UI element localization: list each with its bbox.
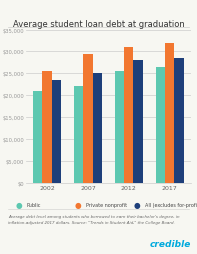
Text: ●: ● <box>134 200 141 209</box>
Bar <box>93 74 102 183</box>
Text: ●: ● <box>75 200 82 209</box>
Text: All (excludes for-profit): All (excludes for-profit) <box>145 202 197 207</box>
Text: credible: credible <box>150 239 191 248</box>
Text: Private nonprofit: Private nonprofit <box>86 202 127 207</box>
Text: Public: Public <box>27 202 41 207</box>
Bar <box>42 72 52 183</box>
Bar <box>156 68 165 183</box>
Bar <box>133 61 143 183</box>
Text: Average student loan debt at graduation: Average student loan debt at graduation <box>13 20 184 29</box>
Bar <box>33 91 42 183</box>
Bar <box>124 48 133 183</box>
Bar <box>83 54 93 183</box>
Text: Average debt level among students who borrowed to earn their bachelor's degree, : Average debt level among students who bo… <box>8 215 179 224</box>
Bar <box>174 59 184 183</box>
Bar <box>165 43 174 183</box>
Bar <box>52 81 61 183</box>
Bar <box>74 87 83 183</box>
Bar <box>115 72 124 183</box>
Text: ●: ● <box>16 200 22 209</box>
